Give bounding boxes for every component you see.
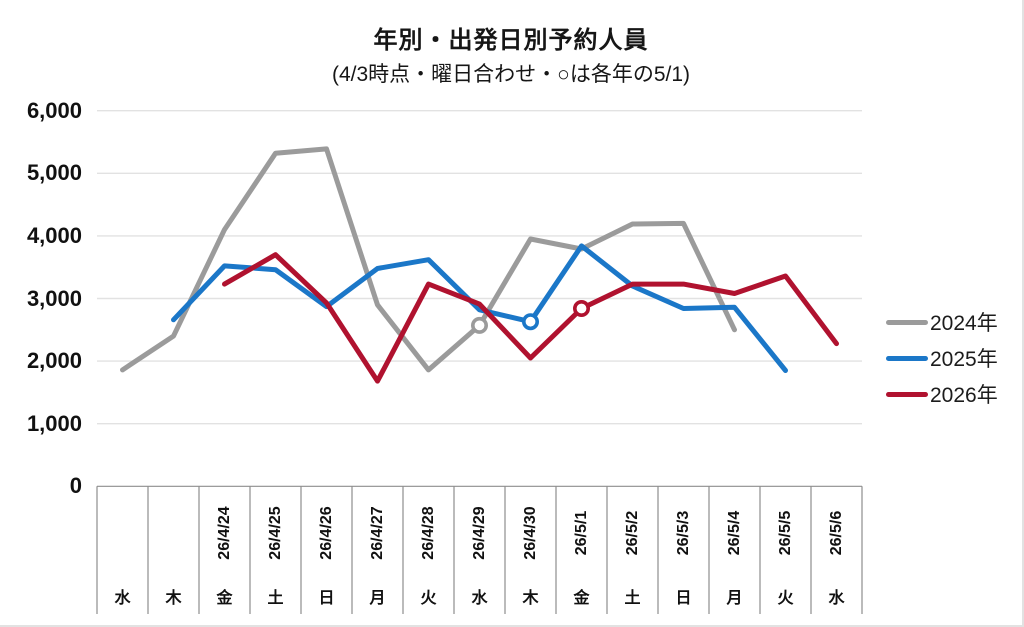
may1-marker-2024年 — [470, 316, 488, 334]
chart-title: 年別・出発日別予約人員 — [373, 27, 649, 54]
x-axis-cell-borders — [96, 485, 863, 614]
may1-marker-2025年 — [521, 313, 539, 331]
may1-marker-2026年 — [572, 299, 590, 317]
legend-item-2024: 2024年 — [886, 304, 998, 340]
legend-label-2024: 2024年 — [930, 312, 998, 335]
legend-line-swatch-2026 — [886, 391, 928, 397]
legend-item-2025: 2025年 — [886, 340, 998, 376]
legend: 2024年 2025年 2026年 — [886, 304, 998, 412]
series-line-2026年 — [222, 252, 839, 384]
series-line-2025年 — [171, 243, 788, 373]
legend-line-swatch-2025 — [886, 355, 928, 361]
legend-label-2026: 2026年 — [930, 384, 998, 407]
series-line-2024年 — [120, 146, 737, 373]
legend-line-swatch-2024 — [886, 319, 928, 325]
legend-label-2025: 2025年 — [930, 348, 998, 371]
legend-item-2026: 2026年 — [886, 376, 998, 412]
chart-subtitle: (4/3時点・曜日合わせ・○は各年の5/1) — [331, 63, 691, 86]
